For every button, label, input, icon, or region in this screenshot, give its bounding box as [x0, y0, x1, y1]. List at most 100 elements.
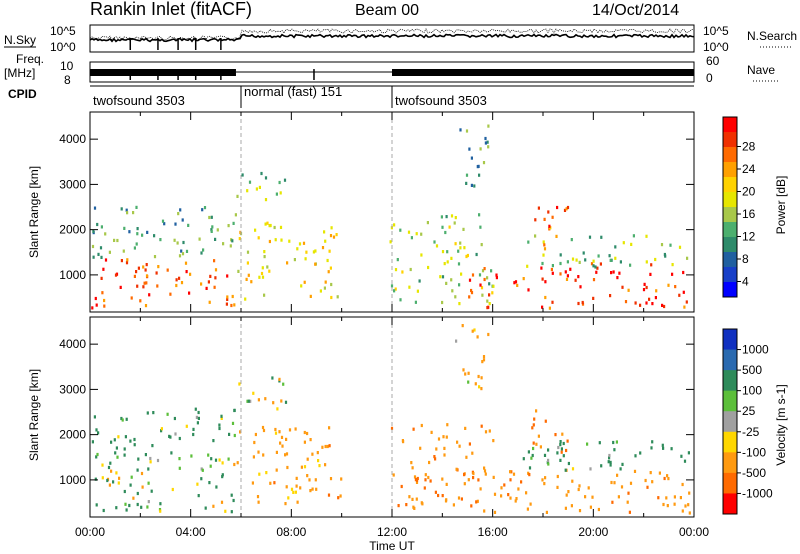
x-tick-label: 04:00 — [176, 525, 206, 539]
heatmap-cell — [435, 244, 439, 248]
heatmap-cell — [537, 206, 540, 210]
heatmap-cell — [239, 430, 242, 434]
heatmap-cell — [443, 262, 446, 266]
heatmap-cell — [285, 437, 288, 441]
heatmap-cell — [222, 242, 225, 246]
heatmap-cell — [330, 282, 333, 287]
heatmap-cell — [275, 192, 278, 196]
heatmap-cell — [146, 411, 149, 415]
heatmap-cell — [450, 256, 453, 260]
heatmap-cell — [335, 233, 338, 237]
heatmap-cell — [688, 511, 691, 515]
heatmap-cell — [478, 385, 481, 389]
heatmap-cell — [274, 431, 278, 435]
heatmap-cell — [532, 441, 535, 445]
heatmap-cell — [463, 473, 466, 477]
heatmap-cell — [94, 477, 97, 481]
heatmap-cell — [300, 284, 303, 288]
heatmap-cell — [299, 486, 302, 490]
heatmap-cell — [140, 505, 143, 509]
y-tick-label: 2000 — [59, 223, 86, 237]
heatmap-cell — [123, 226, 126, 230]
heatmap-cell — [220, 414, 223, 418]
heatmap-cell — [227, 224, 230, 228]
heatmap-cell — [480, 387, 483, 391]
heatmap-cell — [477, 164, 480, 168]
heatmap-cell — [470, 504, 473, 508]
heatmap-cell — [663, 476, 666, 481]
heatmap-cell — [650, 446, 653, 450]
heatmap-cell — [458, 444, 461, 448]
heatmap-cell — [482, 355, 486, 359]
heatmap-cell — [665, 496, 668, 500]
heatmap-cell — [188, 291, 191, 295]
heatmap-cell — [196, 482, 199, 486]
heatmap-cell — [456, 440, 459, 444]
heatmap-cell — [565, 207, 568, 211]
heatmap-cell — [285, 485, 288, 489]
heatmap-cell — [104, 258, 108, 262]
heatmap-cell — [667, 283, 670, 287]
heatmap-cell — [517, 487, 520, 491]
heatmap-cell — [470, 291, 474, 295]
colorbar-tick-label: 20 — [742, 185, 756, 199]
heatmap-cell — [483, 509, 486, 513]
heatmap-cell — [232, 221, 235, 225]
heatmap-cell — [490, 269, 493, 273]
heatmap-cell — [491, 291, 494, 295]
cpid-segment-label: twofsound 3503 — [93, 93, 185, 108]
heatmap-cell — [216, 228, 219, 232]
heatmap-cell — [569, 267, 572, 271]
heatmap-cell — [192, 432, 195, 437]
heatmap-cell — [435, 447, 438, 451]
heatmap-cell — [543, 247, 547, 251]
y-tick-label: 4000 — [59, 132, 86, 146]
colorbar-tick-label: 8 — [742, 252, 749, 266]
heatmap-cell — [628, 510, 631, 514]
heatmap-cell — [157, 265, 160, 269]
heatmap-cell — [116, 455, 119, 459]
heatmap-cell — [178, 254, 182, 258]
heatmap-cell — [214, 458, 218, 462]
heatmap-cell — [612, 440, 615, 445]
heatmap-cell — [470, 156, 473, 160]
heatmap-cell — [526, 264, 529, 268]
colorbar-frame — [722, 116, 738, 298]
heatmap-cell — [241, 173, 244, 177]
heatmap-cell — [275, 468, 278, 472]
power-heatmap-panel: 1000 2000 3000 4000 — [59, 111, 695, 313]
heatmap-cell — [163, 222, 166, 226]
heatmap-cell — [509, 496, 512, 500]
heatmap-cell — [556, 451, 559, 455]
heatmap-cell — [268, 224, 271, 228]
heatmap-cell — [144, 304, 148, 308]
heatmap-cell — [294, 427, 297, 431]
heatmap-cell — [238, 237, 241, 241]
heatmap-cell — [177, 212, 180, 216]
heatmap-cell — [280, 435, 284, 439]
heatmap-cell — [609, 258, 612, 262]
noise-tick-low: 10^0 — [50, 40, 76, 54]
heatmap-cell — [393, 223, 396, 227]
heatmap-cell — [662, 502, 665, 507]
heatmap-cell — [136, 232, 139, 236]
heatmap-cell — [594, 265, 597, 269]
heatmap-cell — [215, 485, 218, 489]
heatmap-cell — [531, 453, 534, 458]
heatmap-cell — [433, 240, 436, 244]
heatmap-cell — [540, 266, 543, 270]
heatmap-cell — [513, 281, 516, 285]
heatmap-cell — [156, 458, 160, 463]
heatmap-cell — [441, 275, 445, 279]
heatmap-cell — [445, 482, 448, 486]
heatmap-cell — [619, 260, 622, 264]
heatmap-cell — [556, 485, 559, 489]
heatmap-cell — [629, 263, 632, 267]
heatmap-cell — [252, 391, 255, 395]
heatmap-cell — [445, 498, 448, 502]
heatmap-cell — [541, 261, 544, 266]
x-tick-label: 20:00 — [578, 525, 608, 539]
heatmap-cell — [424, 478, 427, 482]
heatmap-cell — [577, 275, 580, 279]
heatmap-cell — [567, 490, 570, 494]
